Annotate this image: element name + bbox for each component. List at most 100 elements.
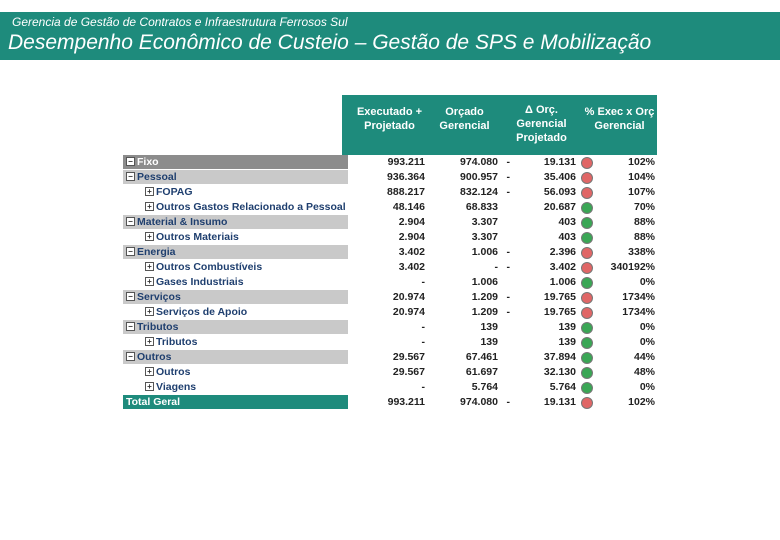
table-row: + Tributos - 139 139 0% <box>123 335 657 350</box>
row-label-text: Outros <box>156 366 191 378</box>
row-label: + Tributos <box>123 335 348 349</box>
row-label: − Outros <box>123 350 348 364</box>
cell-sign: - <box>506 306 511 318</box>
cell-pct: 338% <box>628 246 655 258</box>
cell-executado: 29.567 <box>392 351 425 363</box>
cell-orcado: 3.307 <box>471 216 498 228</box>
cell-delta: 2.396 <box>549 246 576 258</box>
table-row: + Gases Industriais - 1.006 1.006 0% <box>123 275 657 290</box>
cell-orcado: 1.209 <box>471 306 498 318</box>
table-row: + Outros Combustíveis 3.402 - - 3.402 340192% <box>123 260 657 275</box>
expand-icon: + <box>145 277 154 286</box>
status-dot <box>581 187 593 199</box>
title: Desempenho Econômico de Custeio – Gestão… <box>8 31 652 54</box>
cell-executado: - <box>421 321 426 333</box>
cell-executado: 3.402 <box>398 246 425 258</box>
row-label-text: Outros Combustíveis <box>156 261 263 273</box>
cell-delta: 3.402 <box>549 261 576 273</box>
cell-executado: - <box>421 381 426 393</box>
table-row: + Outros 29.567 61.697 32.130 48% <box>123 365 657 380</box>
expand-icon: + <box>145 262 154 271</box>
table-row: − Serviços 20.974 1.209- 19.765 1734% <box>123 290 657 305</box>
cell-sign: - <box>506 396 511 408</box>
cell-pct: 102% <box>628 396 655 408</box>
row-label-text: Viagens <box>156 381 197 393</box>
cell-executado: 20.974 <box>392 306 425 318</box>
cell-executado: 29.567 <box>392 366 425 378</box>
row-label: + Viagens <box>123 380 348 394</box>
table-row: − Tributos - 139 139 0% <box>123 320 657 335</box>
cell-pct: 340192% <box>610 261 655 273</box>
cell-orcado: 139 <box>480 321 498 333</box>
column-header: Executado + Projetado <box>356 106 423 132</box>
cell-delta: 19.765 <box>543 306 576 318</box>
expand-icon: − <box>126 352 135 361</box>
cell-orcado: 67.461 <box>465 351 498 363</box>
status-dot <box>581 292 593 304</box>
cell-sign: - <box>506 291 511 303</box>
cell-sign: - <box>506 156 511 168</box>
cell-orcado: 832.124 <box>460 186 498 198</box>
row-label-text: Outros <box>137 351 172 363</box>
row-label: + Serviços de Apoio <box>123 305 348 319</box>
cell-orcado: - <box>494 261 499 273</box>
cell-delta: 19.131 <box>543 396 576 408</box>
table-row: + Viagens - 5.764 5.764 0% <box>123 380 657 395</box>
cell-executado: 20.974 <box>392 291 425 303</box>
row-label: + Outros <box>123 365 348 379</box>
table-row: − Outros 29.567 67.461 37.894 44% <box>123 350 657 365</box>
column-header: Orçado Gerencial <box>439 106 490 132</box>
cell-executado: - <box>421 336 426 348</box>
expand-icon: + <box>145 337 154 346</box>
cell-executado: - <box>421 276 426 288</box>
cell-delta: 139 <box>558 321 576 333</box>
row-label-text: Outros Gastos Relacionado a Pessoal <box>156 201 346 213</box>
row-label: + Gases Industriais <box>123 275 348 289</box>
expand-icon: + <box>145 202 154 211</box>
cell-pct: 70% <box>633 201 655 213</box>
cell-orcado: 974.080 <box>460 156 498 168</box>
cell-pct: 0% <box>639 276 655 288</box>
status-dot <box>581 307 593 319</box>
row-label: − Material & Insumo <box>123 215 348 229</box>
cell-delta: 139 <box>558 336 576 348</box>
status-dot <box>581 202 593 214</box>
cell-pct: 102% <box>628 156 655 168</box>
cell-executado: 48.146 <box>392 201 425 213</box>
cell-orcado: 1.209 <box>471 291 498 303</box>
expand-icon: + <box>145 307 154 316</box>
cell-sign: - <box>506 261 511 273</box>
status-dot <box>581 352 593 364</box>
status-dot <box>581 232 593 244</box>
cell-orcado: 61.697 <box>465 366 498 378</box>
column-header: % Exec x Orç Gerencial <box>584 106 655 132</box>
cell-sign: - <box>506 171 511 183</box>
status-dot <box>581 157 593 169</box>
table-row: − Energia 3.402 1.006- 2.396 338% <box>123 245 657 260</box>
column-header: Δ Orç. Gerencial Projetado <box>516 104 567 144</box>
cell-delta: 403 <box>558 231 576 243</box>
cell-executado: 993.211 <box>387 396 425 408</box>
status-dot <box>581 172 593 184</box>
cell-pct: 88% <box>633 231 655 243</box>
row-label-text: Outros Materiais <box>156 231 239 243</box>
cell-delta: 56.093 <box>543 186 576 198</box>
cell-delta: 20.687 <box>543 201 576 213</box>
row-label: + Outros Combustíveis <box>123 260 348 274</box>
cell-pct: 44% <box>633 351 655 363</box>
row-label-text: Gases Industriais <box>156 276 244 288</box>
row-label-text: Material & Insumo <box>137 216 228 228</box>
table-row: − Fixo 993.211 974.080- 19.131 102% <box>123 155 657 170</box>
row-label: − Fixo <box>123 155 348 169</box>
cell-pct: 1734% <box>622 291 655 303</box>
status-dot <box>581 247 593 259</box>
status-dot <box>581 367 593 379</box>
cell-delta: 37.894 <box>543 351 576 363</box>
table-row: − Material & Insumo 2.904 3.307 403 88% <box>123 215 657 230</box>
cell-pct: 0% <box>639 336 655 348</box>
cell-pct: 88% <box>633 216 655 228</box>
cell-executado: 2.904 <box>398 231 425 243</box>
status-dot <box>581 382 593 394</box>
cell-orcado: 900.957 <box>460 171 498 183</box>
